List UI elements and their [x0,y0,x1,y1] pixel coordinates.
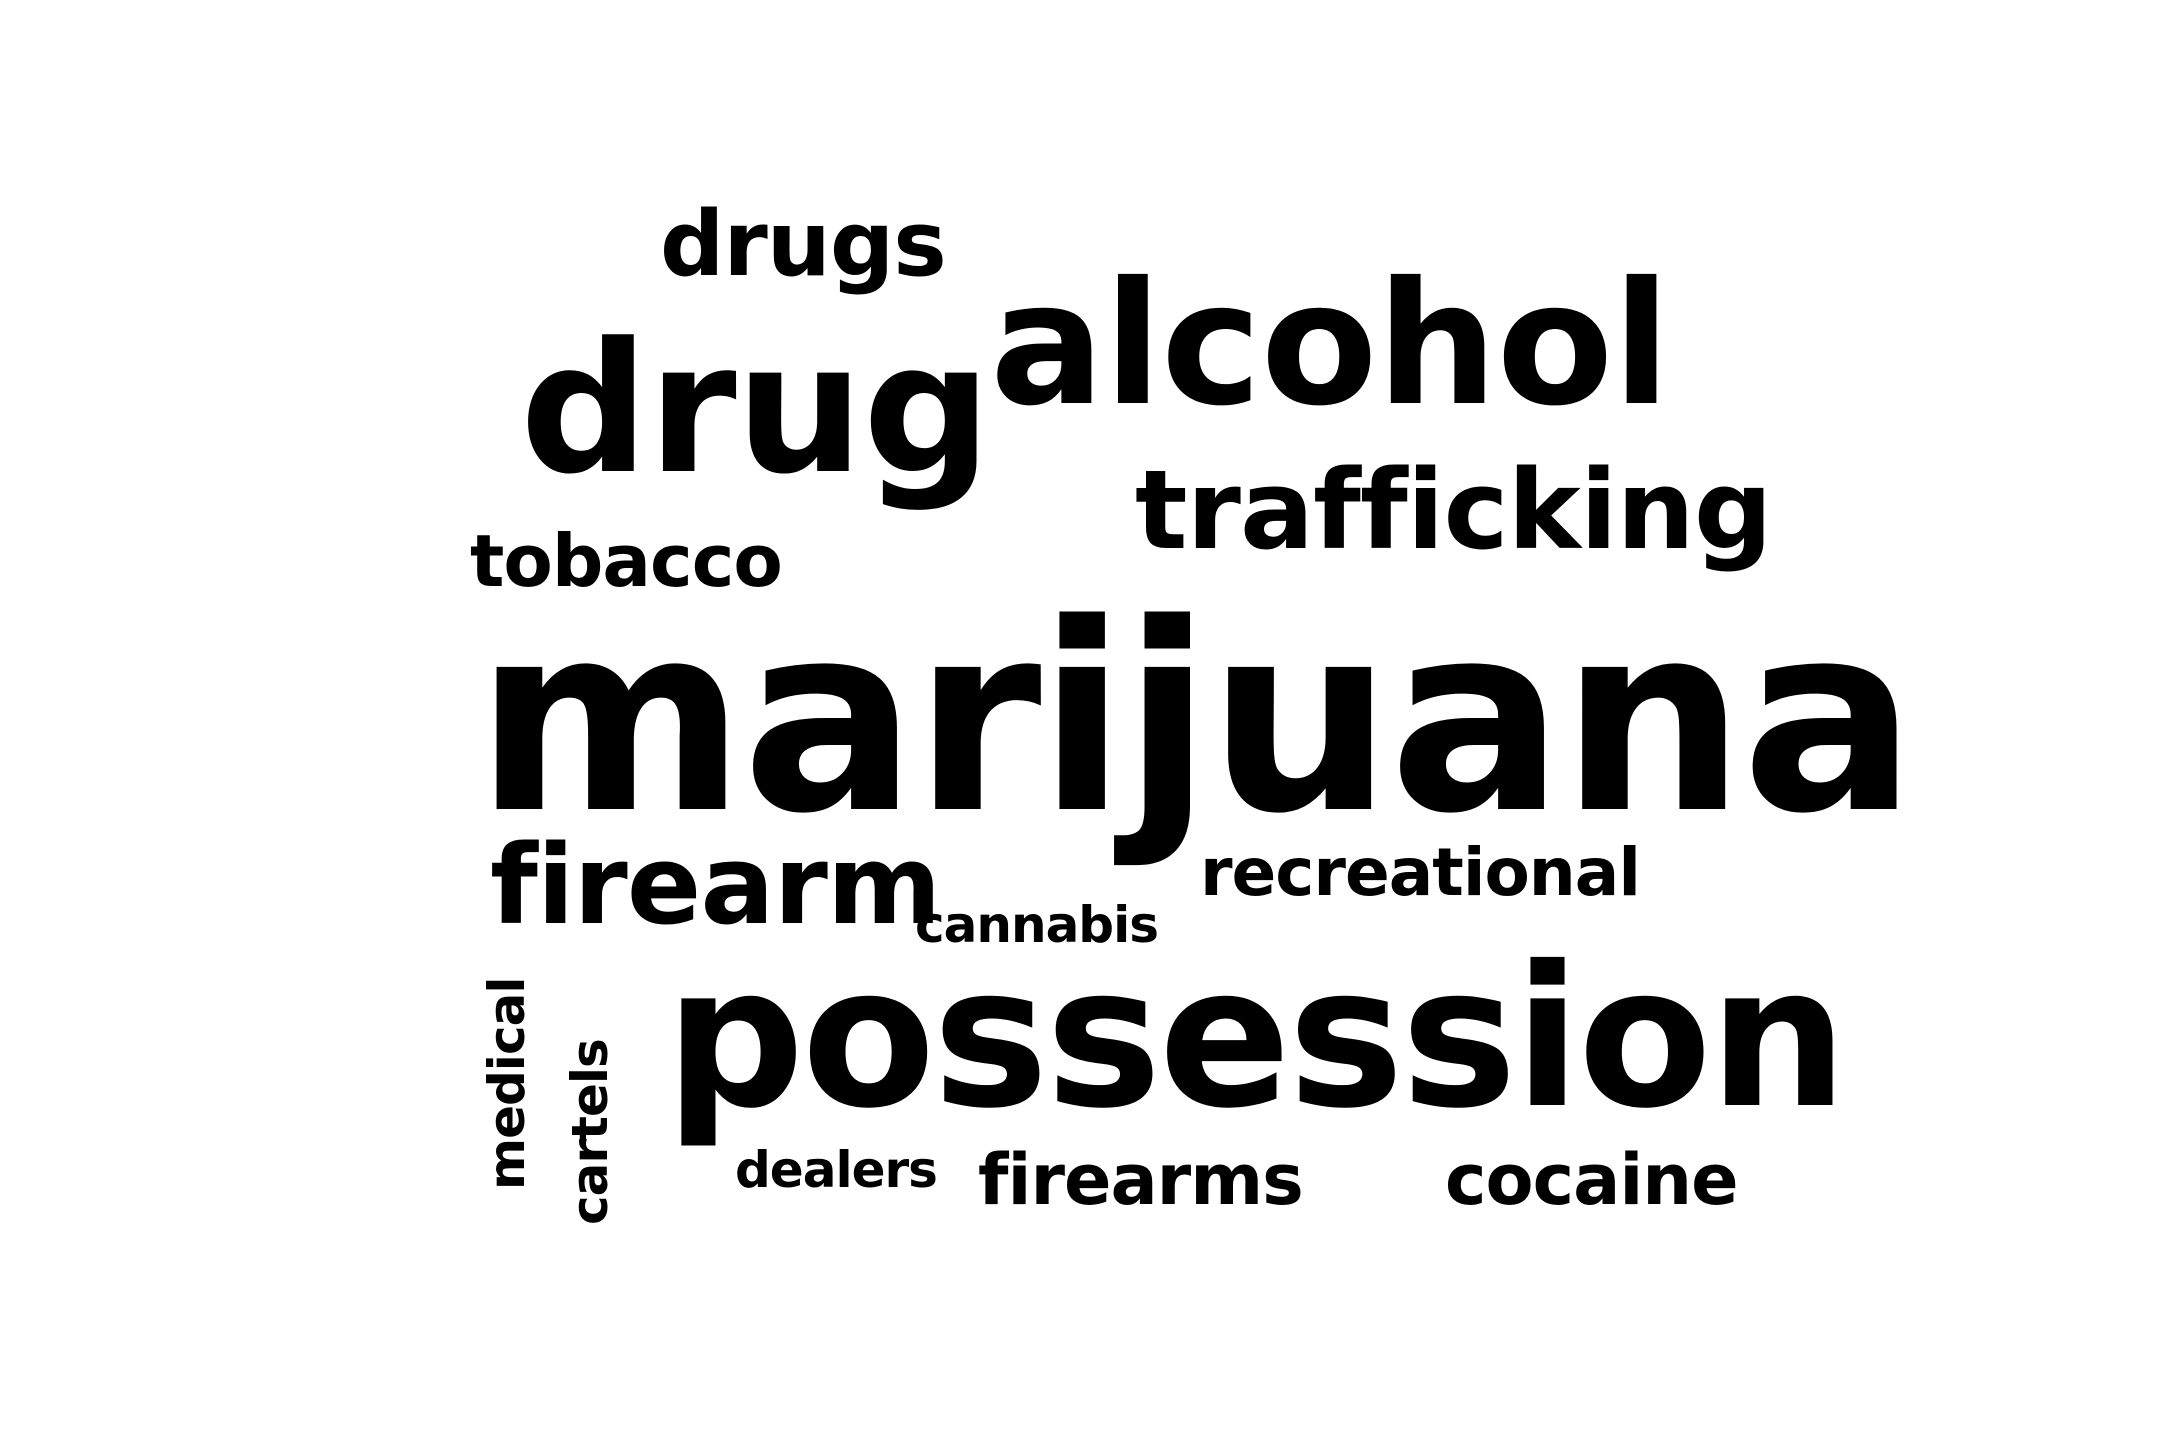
word-recreational: recreational [1200,834,1641,911]
word-possession: possession [665,924,1848,1151]
word-drugs: drugs [660,192,947,297]
word-cocaine: cocaine [1445,1139,1739,1221]
word-tobacco: tobacco [470,519,783,603]
word-firearm: firearm [490,821,942,949]
word-firearms: firearms [978,1139,1304,1221]
word-cannabis: cannabis [915,896,1159,954]
word-drug: drug [520,305,992,514]
word-cartels: cartels [561,1039,619,1225]
word-marijuana: marijuana [475,569,1917,871]
word-dealers: dealers [735,1141,938,1199]
word-trafficking: trafficking [1135,446,1773,574]
word-medical: medical [478,977,536,1190]
word-alcohol: alcohol [990,246,1671,444]
